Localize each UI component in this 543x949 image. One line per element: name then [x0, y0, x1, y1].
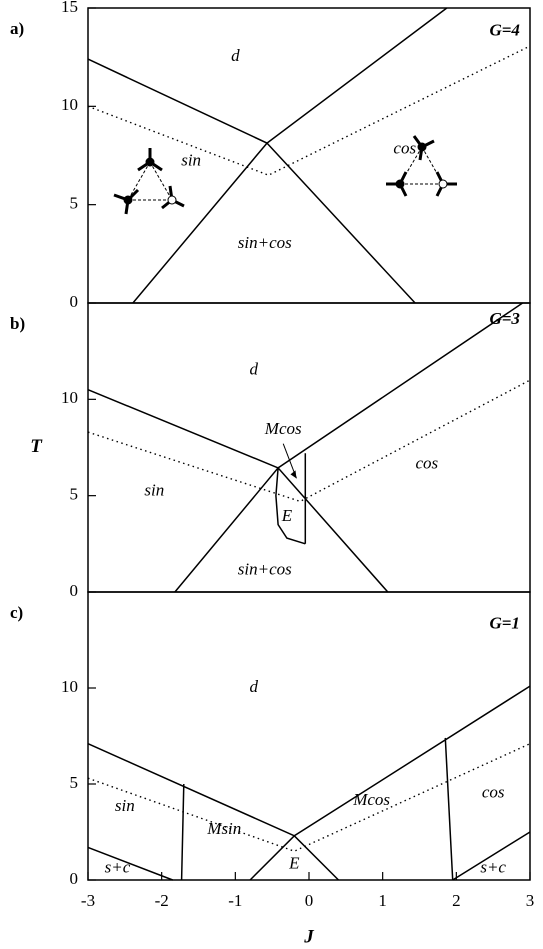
panel-frame: [88, 592, 530, 880]
phase-boundary: [88, 686, 530, 880]
region-label: sin: [144, 481, 164, 500]
icon-site: [124, 196, 132, 204]
region-label: Msin: [206, 819, 241, 838]
region-label: Mcos: [264, 419, 302, 438]
region-label: d: [250, 677, 259, 696]
figure: a)051015dsincossin+cosG=4b)0510TdMcossin…: [0, 0, 543, 949]
x-axis-label: J: [303, 926, 314, 947]
region-label: Mcos: [352, 790, 390, 809]
region-label: d: [231, 46, 240, 65]
y-tick-label: 5: [70, 773, 79, 792]
y-tick-label: 10: [61, 95, 78, 114]
x-tick-label: 1: [378, 891, 387, 910]
region-label: E: [281, 506, 293, 525]
panel-title: G=4: [489, 21, 519, 40]
region-label: sin+cos: [238, 233, 292, 252]
region-label: cos: [482, 783, 505, 802]
panel-label: c): [10, 603, 23, 622]
region-label: s+c: [480, 857, 506, 876]
x-tick-label: 3: [526, 891, 535, 910]
region-label: sin: [115, 796, 135, 815]
y-tick-label: 0: [70, 581, 79, 600]
y-tick-label: 0: [70, 292, 79, 311]
phase-boundary: [88, 46, 530, 175]
region-label: sin+cos: [238, 560, 292, 579]
x-tick-label: -2: [155, 891, 169, 910]
panel-title: G=3: [489, 309, 520, 328]
icon-site: [168, 196, 176, 204]
y-tick-label: 10: [61, 677, 78, 696]
phase-boundary: [88, 303, 523, 592]
y-tick-label: 10: [61, 388, 78, 407]
region-label: cos: [393, 139, 416, 158]
y-axis-label: T: [30, 436, 43, 457]
icon-site: [146, 158, 154, 166]
y-tick-label: 15: [61, 0, 78, 16]
y-tick-label: 0: [70, 869, 79, 888]
x-tick-label: 2: [452, 891, 461, 910]
icon-site: [396, 180, 404, 188]
region-label: sin: [181, 150, 201, 169]
x-tick-label: -1: [228, 891, 242, 910]
panel-frame: [88, 8, 530, 303]
region-label: cos: [416, 454, 439, 473]
panel-label: b): [10, 314, 25, 333]
region-label: d: [250, 359, 259, 378]
y-tick-label: 5: [70, 485, 79, 504]
region-label: E: [288, 854, 300, 873]
region-label: s+c: [105, 857, 131, 876]
icon-site: [439, 180, 447, 188]
panel-title: G=1: [489, 614, 519, 633]
phase-boundary: [88, 744, 530, 852]
x-tick-label: -3: [81, 891, 95, 910]
x-tick-label: 0: [305, 891, 314, 910]
icon-site: [418, 143, 426, 151]
y-tick-label: 5: [70, 194, 79, 213]
panel-label: a): [10, 19, 24, 38]
